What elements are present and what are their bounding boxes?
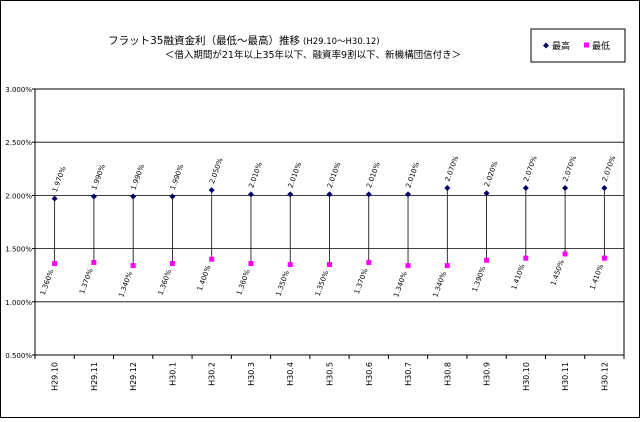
min-rate-marker [366, 259, 372, 265]
min-rate-marker [562, 251, 568, 257]
min-rate-marker [444, 263, 450, 269]
x-tick-label: H30.8 [443, 362, 452, 386]
max-rate-marker [522, 184, 529, 191]
min-rate-marker [287, 262, 293, 268]
x-tick-label: H30.11 [561, 362, 570, 391]
chart-title: フラット35融資金利（最低～最高）推移 [108, 34, 300, 47]
x-tick-label: H29.10 [51, 362, 60, 391]
x-tick-label: H30.6 [365, 362, 374, 386]
x-tick-label: H30.2 [208, 362, 217, 386]
chart-title-suffix: (H29.10～H30.12) [303, 37, 380, 47]
min-rate-marker [327, 262, 332, 268]
max-rate-marker [130, 193, 137, 200]
max-rate-marker [405, 191, 412, 198]
min-rate-marker [52, 260, 58, 266]
max-rate-marker [90, 193, 97, 200]
x-tick-label: H30.5 [326, 362, 335, 386]
min-rate-marker [484, 257, 490, 263]
x-tick-label: H30.9 [483, 362, 492, 386]
y-tick-label: 2.000% [5, 192, 32, 200]
max-rate-marker [287, 191, 294, 198]
x-tick-label: H30.1 [168, 362, 177, 386]
y-tick-label: 1.000% [5, 299, 32, 307]
y-tick-label: 1.500% [5, 246, 32, 254]
x-tick-label: H29.12 [129, 362, 138, 391]
max-rate-marker [562, 184, 569, 191]
y-tick-label: 3.000% [5, 86, 32, 94]
x-tick-label: H30.12 [600, 362, 609, 391]
min-rate-marker [91, 259, 97, 265]
x-tick-label: H30.3 [247, 362, 256, 386]
legend: 最高 最低 [530, 28, 626, 63]
min-rate-marker [248, 260, 254, 266]
x-tick-label: H30.10 [522, 362, 531, 391]
max-rate-marker [365, 191, 372, 198]
legend-marker-max [543, 42, 549, 49]
chart-subtitle: ＜借入期間が21年以上35年以下、融資率9割以下、新機構団信付き＞ [165, 49, 461, 61]
y-tick-label: 2.500% [5, 139, 32, 147]
max-rate-marker [208, 187, 215, 194]
min-rate-marker [523, 255, 529, 261]
max-rate-marker [601, 184, 608, 191]
max-rate-marker [51, 195, 58, 202]
min-rate-marker [405, 263, 411, 269]
plot-area: 0.500% 1.000% 1.500% 2.000% 2.500% 3.000% H29.… [5, 86, 625, 391]
max-rate-marker [326, 191, 333, 198]
min-rate-marker [601, 255, 607, 261]
legend-marker-min [584, 42, 589, 48]
max-rate-marker [444, 184, 451, 191]
x-tick-label: H30.4 [286, 362, 295, 386]
x-tick-label: H29.11 [90, 362, 99, 391]
legend-label-min: 最低 [592, 40, 610, 52]
max-rate-marker [169, 193, 176, 200]
max-rate-marker [247, 191, 254, 198]
legend-label-max: 最高 [552, 40, 570, 52]
min-rate-marker [130, 263, 136, 269]
max-rate-marker [483, 190, 490, 197]
y-tick-label: 0.500% [5, 352, 32, 360]
x-tick-label: H30.7 [404, 362, 413, 386]
min-rate-marker [169, 260, 175, 266]
min-rate-marker [209, 256, 215, 262]
